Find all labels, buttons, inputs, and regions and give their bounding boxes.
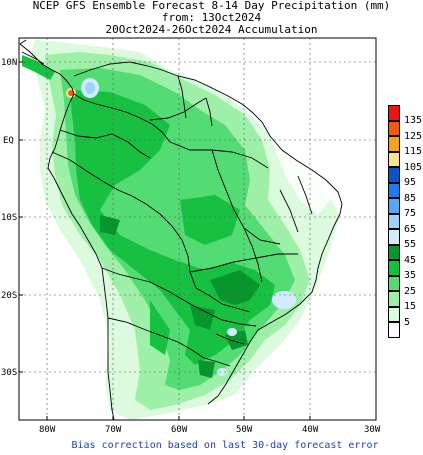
lat-label-20s: 20S: [1, 291, 17, 301]
legend-label: 55: [404, 239, 417, 250]
footer-note: Bias correction based on last 30-day for…: [71, 440, 379, 451]
legend-label: 95: [404, 177, 417, 188]
legend-swatch: [388, 306, 400, 322]
lon-label-50w: 50W: [236, 425, 253, 435]
legend-swatch: [388, 275, 400, 291]
lon-label-30w: 30W: [364, 425, 381, 435]
legend-label: 35: [404, 270, 417, 281]
lat-label-10s: 10S: [1, 213, 17, 223]
legend-label: 135: [404, 115, 423, 126]
title-line-2: from: 13Oct2024: [161, 11, 262, 24]
legend-swatch: [388, 291, 400, 307]
legend-swatch: [388, 213, 400, 229]
legend-label: 5: [404, 316, 411, 328]
title-line-1: NCEP GFS Ensemble Forecast 8-14 Day Prec…: [32, 0, 391, 12]
lon-label-60w: 60W: [171, 425, 188, 435]
map-frame: [18, 37, 377, 421]
legend-swatch: [388, 260, 400, 276]
lat-label-30s: 30S: [1, 368, 17, 378]
legend-label: 45: [404, 254, 417, 266]
legend-label: 115: [404, 146, 423, 157]
legend-swatch: [388, 120, 400, 136]
legend-swatch: [388, 198, 400, 214]
coastlines: [19, 39, 343, 420]
legend-label: 15: [404, 301, 417, 312]
lat-label-10n: 10N: [1, 58, 17, 68]
legend-swatch: [388, 136, 400, 152]
legend-label: 25: [404, 285, 417, 297]
graticule: [19, 38, 376, 420]
legend-label: 85: [404, 192, 417, 204]
legend-swatch: [388, 244, 400, 260]
axis-ticks: [19, 61, 377, 420]
lat-label-eq: EQ: [3, 136, 14, 146]
lon-label-70w: 70W: [105, 425, 122, 435]
legend-swatch-lowest: [388, 322, 400, 338]
legend-label: 75: [404, 208, 417, 219]
legend-label: 65: [404, 223, 417, 235]
legend-swatch: [388, 151, 400, 167]
precip-45mm: [210, 270, 260, 305]
legend-swatch: [388, 105, 400, 121]
lon-label-80w: 80W: [39, 425, 56, 435]
lon-label-40w: 40W: [302, 425, 319, 435]
legend-swatch: [388, 167, 400, 183]
legend-label: 105: [404, 161, 423, 173]
legend-label: 125: [404, 130, 423, 142]
title-line-3: 20Oct2024-26Oct2024 Accumulation: [105, 23, 318, 36]
legend-swatch: [388, 229, 400, 245]
legend-swatch: [388, 182, 400, 198]
